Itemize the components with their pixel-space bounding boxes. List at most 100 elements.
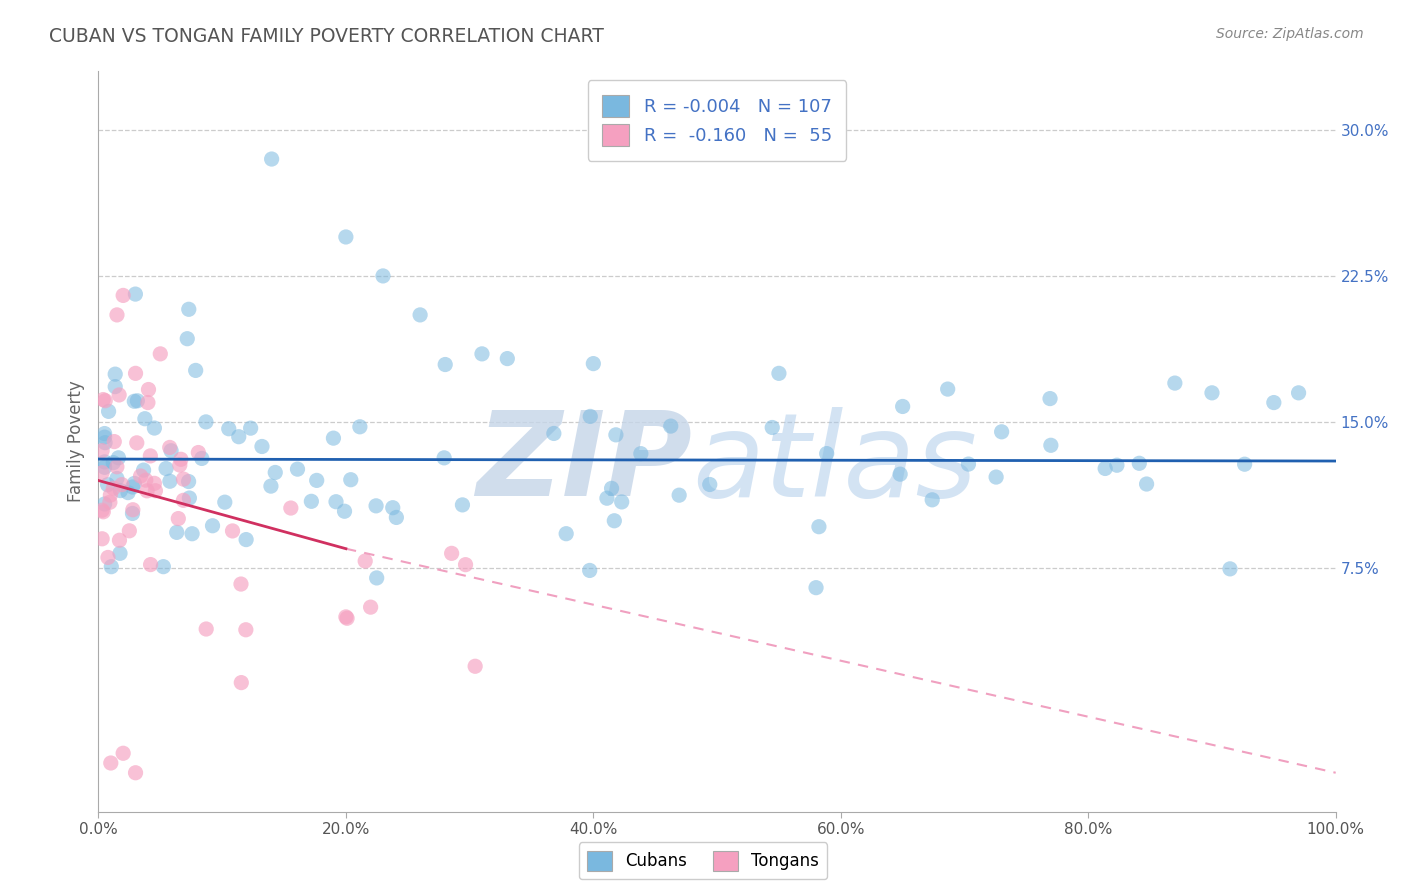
Point (118, 524, 141, 538)
Point (335, 610, 357, 624)
Point (117, 485, 139, 500)
Text: CUBAN VS TONGAN FAMILY POVERTY CORRELATION CHART: CUBAN VS TONGAN FAMILY POVERTY CORRELATI… (49, 27, 605, 45)
Point (125, 435, 148, 450)
Point (159, 475, 181, 489)
Point (434, 358, 457, 372)
Point (1128, 456, 1150, 470)
Point (169, 458, 191, 472)
Point (1105, 458, 1128, 473)
Point (305, 474, 328, 488)
Point (957, 457, 980, 471)
Point (471, 347, 494, 361)
Point (111, 477, 134, 491)
Point (454, 558, 477, 572)
Point (578, 564, 600, 578)
Point (104, 379, 127, 393)
Point (555, 526, 578, 541)
Point (1288, 385, 1310, 400)
Point (984, 470, 1007, 484)
Point (103, 434, 125, 449)
Point (603, 514, 626, 528)
Point (135, 473, 157, 487)
Point (250, 440, 273, 454)
Point (339, 473, 361, 487)
Point (176, 332, 198, 346)
Point (433, 450, 456, 465)
Point (191, 451, 214, 466)
Point (124, 394, 146, 409)
Point (105, 308, 128, 322)
Point (1164, 376, 1187, 390)
Point (155, 461, 177, 475)
Point (1219, 562, 1241, 576)
Point (145, 483, 167, 498)
Point (108, 388, 131, 402)
Point (1136, 477, 1159, 491)
Point (91, 466, 114, 480)
Point (104, 367, 127, 381)
Point (181, 526, 204, 541)
Point (91, 392, 114, 407)
Point (127, 393, 149, 408)
Point (409, 308, 432, 322)
Point (139, 558, 162, 572)
Point (325, 494, 347, 508)
Point (260, 479, 283, 493)
Point (152, 559, 174, 574)
Point (139, 449, 162, 463)
Point (93, 460, 115, 475)
Point (299, 494, 322, 508)
Point (333, 504, 356, 518)
Point (371, 268, 394, 283)
Point (360, 600, 382, 615)
Point (218, 422, 240, 436)
Point (91, 443, 114, 458)
Point (349, 419, 371, 434)
Point (228, 430, 250, 444)
Point (149, 347, 172, 361)
Point (112, 288, 135, 302)
Text: atlas: atlas (692, 407, 977, 521)
Point (159, 441, 181, 455)
Point (1201, 385, 1223, 400)
Point (112, 746, 135, 760)
Point (94, 435, 117, 450)
Point (264, 466, 287, 480)
Point (1039, 438, 1062, 452)
Point (97, 550, 120, 565)
Point (630, 447, 652, 461)
Point (768, 367, 790, 381)
Point (699, 477, 721, 491)
Point (105, 471, 128, 485)
Point (596, 491, 619, 506)
Point (177, 475, 200, 489)
Point (93, 455, 115, 469)
Point (97, 477, 120, 491)
Legend: Cubans, Tongans: Cubans, Tongans (579, 842, 827, 880)
Point (166, 525, 188, 540)
Point (605, 427, 627, 442)
Point (124, 765, 146, 780)
Point (1233, 457, 1256, 471)
Point (110, 483, 132, 498)
Point (1094, 461, 1116, 475)
Point (235, 623, 257, 637)
Point (214, 495, 236, 509)
Point (659, 419, 682, 434)
Point (93, 426, 115, 441)
Point (335, 230, 357, 244)
Point (93, 430, 115, 444)
Point (93, 497, 115, 511)
Point (451, 498, 474, 512)
Point (354, 554, 377, 568)
Point (322, 431, 344, 445)
Point (103, 481, 125, 495)
Point (108, 546, 131, 560)
Point (579, 409, 602, 424)
Point (891, 400, 914, 414)
Point (194, 415, 217, 429)
Point (235, 533, 257, 547)
Point (124, 367, 146, 381)
Point (239, 421, 262, 435)
Point (221, 524, 243, 538)
